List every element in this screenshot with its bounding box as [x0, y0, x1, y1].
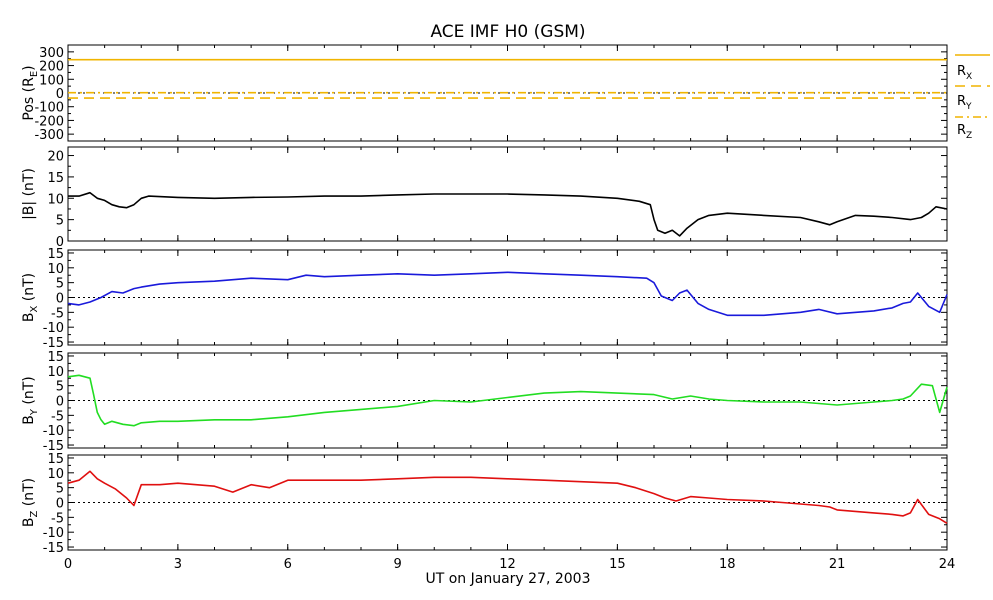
legend-label-rz: RZ: [957, 123, 972, 141]
subscript: Y: [29, 408, 40, 416]
x-tick-label: 18: [719, 557, 736, 572]
legend-subscript: Y: [965, 102, 972, 112]
x-tick-label: 3: [174, 557, 182, 572]
legend-subscript: X: [966, 72, 972, 82]
y-tick-label: 20: [47, 150, 64, 165]
legend-label-rx: RX: [957, 64, 972, 82]
y-tick-label: -10: [43, 526, 64, 541]
x-tick-label: 6: [284, 557, 292, 572]
y-tick-label: 5: [56, 482, 64, 497]
y-tick-label: 100: [39, 73, 64, 88]
x-tick-label: 21: [829, 557, 846, 572]
x-tick-label: 9: [393, 557, 401, 572]
y-tick-label: 0: [56, 87, 64, 102]
y-tick-label: 200: [39, 60, 64, 75]
subscript: X: [29, 306, 40, 313]
y-tick-label: 5: [56, 277, 64, 292]
x-axis-label: UT on January 27, 2003: [425, 571, 590, 587]
y-tick-label: -5: [51, 306, 64, 321]
y-tick-label: 15: [47, 171, 64, 186]
y-tick-label: 15: [47, 350, 64, 365]
y-tick-label: 15: [47, 247, 64, 262]
legend-subscript: Z: [966, 131, 972, 141]
y-tick-label: -10: [43, 424, 64, 439]
y-axis-label-bx: BX (nT): [21, 273, 40, 322]
series-line-bx: [67, 271, 948, 317]
y-tick-label: 0: [56, 497, 64, 512]
panel-bmag: 20 15 10 5 0 |B| (nT): [21, 146, 948, 250]
y-axis-label-pos: Pos (RE): [21, 65, 40, 120]
label-tail: (nT): [21, 273, 37, 306]
subscript: E: [29, 71, 40, 77]
label-tail: (nT): [21, 376, 37, 409]
x-axis-ticks: 0 3 6 9 12 15 18 21 24: [64, 557, 955, 572]
position-legend: RX RY RZ: [955, 54, 990, 141]
y-axis-label-by: BY (nT): [21, 376, 40, 425]
series-line-bz: [67, 470, 948, 524]
y-tick-label: 0: [56, 292, 64, 307]
y-tick-label: 10: [47, 192, 64, 207]
y-tick-label: 10: [47, 365, 64, 380]
y-tick-label: -15: [43, 439, 64, 454]
y-tick-label: -5: [51, 511, 64, 526]
chart-title: ACE IMF H0 (GSM): [430, 22, 585, 42]
y-tick-label: 5: [56, 380, 64, 395]
x-tick-label: 0: [64, 557, 72, 572]
y-tick-label: -300: [34, 128, 64, 143]
subscript: Z: [29, 511, 40, 518]
y-tick-label: 10: [47, 262, 64, 277]
y-tick-label: 0: [56, 395, 64, 410]
series-line-b: [68, 191, 948, 237]
x-tick-label: 15: [609, 557, 626, 572]
y-axis-label-bmag: |B| (nT): [21, 168, 37, 220]
label-tail: (nT): [21, 478, 37, 511]
y-tick-label: -200: [34, 114, 64, 129]
legend-label-ry: RY: [957, 94, 972, 112]
y-axis-label-bz: BZ (nT): [21, 478, 40, 527]
label-tail: ): [21, 65, 37, 70]
x-tick-label: 12: [499, 557, 516, 572]
y-tick-label: -15: [43, 336, 64, 351]
y-tick-label: 10: [47, 467, 64, 482]
x-tick-label: 24: [939, 557, 956, 572]
y-tick-label: -10: [43, 321, 64, 336]
y-tick-label: 15: [47, 452, 64, 467]
y-tick-label: 300: [39, 46, 64, 61]
y-tick-label: -100: [34, 101, 64, 116]
series-line-by: [67, 374, 948, 427]
y-tick-label: -15: [43, 541, 64, 556]
y-tick-label: -5: [51, 409, 64, 424]
y-tick-label: 0: [56, 235, 64, 250]
y-tick-label: 5: [56, 214, 64, 229]
